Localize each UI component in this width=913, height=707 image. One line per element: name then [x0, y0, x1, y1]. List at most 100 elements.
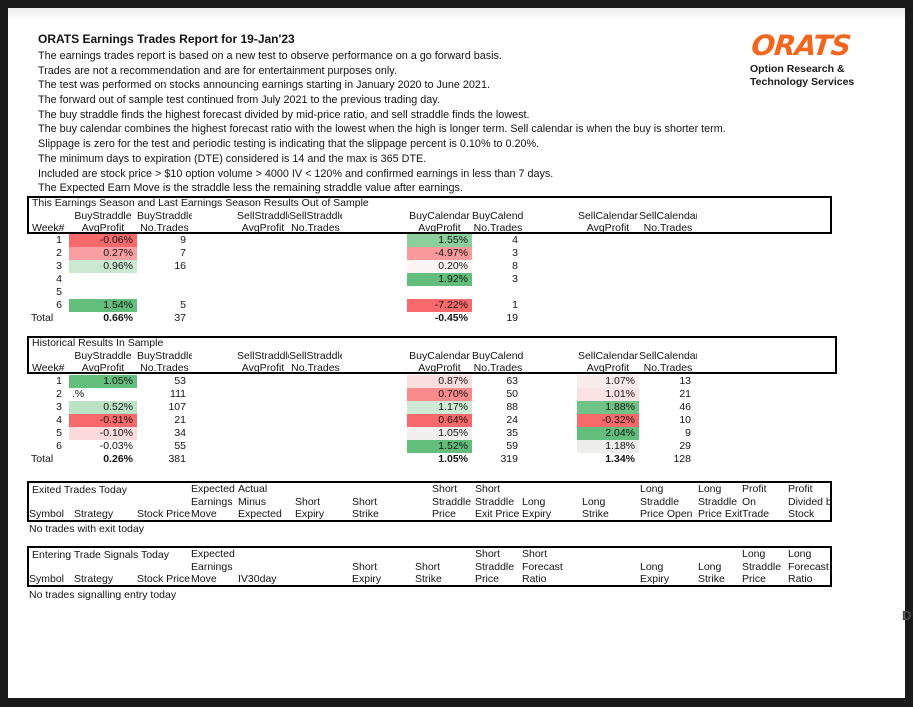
- spacer-cell: [192, 350, 237, 362]
- table-row: 5: [29, 286, 830, 299]
- sellstraddle-notrades-cell: [289, 247, 342, 260]
- column-group: BuyCalendar: [472, 209, 524, 222]
- week-cell: 1: [56, 234, 62, 246]
- spacer-cell: [697, 427, 830, 440]
- column-header-row: Symbol Strategy Stock Price Expected Earn…: [29, 483, 830, 521]
- intro-line: The buy straddle finds the highest forec…: [38, 108, 530, 121]
- spacer-cell: [192, 247, 237, 260]
- logo-tagline-line1: Option Research &: [750, 63, 845, 75]
- column-group: SellStraddle: [289, 349, 342, 362]
- week-cell: 1: [56, 375, 62, 387]
- sellcalendar-notrades-cell: 46: [679, 401, 691, 413]
- sellcalendar-avgprofit-total: [577, 312, 639, 325]
- spacer-cell: [524, 427, 577, 440]
- buycalendar-avgprofit-cell: 1.55%: [407, 234, 472, 247]
- spacer-cell: [342, 414, 407, 427]
- buycalendar-avgprofit-cell: [407, 286, 472, 299]
- spacer-cell: [192, 299, 237, 312]
- buycalendar-avgprofit-cell: 0.70%: [407, 388, 472, 401]
- spacer-cell: [524, 210, 577, 222]
- column-header-short-expiry: Short Expiry: [295, 495, 325, 521]
- column-header: No.Trades: [643, 221, 693, 234]
- page-title: ORATS Earnings Trades Report for 19-Jan'…: [38, 32, 295, 46]
- buycalendar-avgprofit-cell: 0.87%: [407, 375, 472, 388]
- buystraddle-avgprofit-cell: -0.31%: [69, 414, 137, 427]
- spacer-cell: [342, 350, 407, 362]
- column-header-short-straddle-price: Short Straddle Price: [475, 548, 515, 586]
- spacer-cell: [524, 388, 577, 401]
- sellstraddle-avgprofit-total: [237, 312, 289, 325]
- week-cell: 4: [56, 414, 62, 426]
- column-group: SellCalendar: [577, 209, 639, 222]
- spacer-cell: [524, 247, 577, 260]
- buystraddle-notrades-cell: 34: [174, 427, 186, 439]
- sellstraddle-avgprofit-cell: [237, 260, 289, 273]
- spacer-cell: [524, 299, 577, 312]
- sellstraddle-avgprofit-cell: [237, 375, 289, 388]
- spacer-cell: [524, 260, 577, 273]
- sellcalendar-avgprofit-cell: 1.07%: [577, 375, 639, 388]
- buycalendar-notrades-cell: 50: [506, 388, 518, 400]
- column-header-symbol: Symbol: [29, 508, 65, 521]
- sellstraddle-notrades-total: [289, 453, 342, 466]
- buycalendar-notrades-cell: [472, 286, 524, 299]
- sellcalendar-notrades-cell: [639, 234, 697, 247]
- spacer-cell: [192, 273, 237, 286]
- buycalendar-notrades-total: 19: [506, 312, 518, 324]
- sellstraddle-notrades-cell: [289, 286, 342, 299]
- entering-signals-title: Entering Trade Signals Today: [32, 549, 169, 561]
- spacer-cell: [342, 260, 407, 273]
- spacer-cell: [697, 401, 830, 414]
- column-group: SellStraddle: [289, 209, 342, 222]
- spacer-cell: [342, 299, 407, 312]
- sellcalendar-notrades-cell: 21: [679, 388, 691, 400]
- spacer-cell: [697, 414, 830, 427]
- intro-line: The minimum days to expiration (DTE) con…: [38, 152, 427, 165]
- sellcalendar-notrades-cell: [639, 299, 697, 312]
- spacer-cell: [192, 362, 237, 374]
- column-header-short-straddle-price: Short Straddle Price: [432, 483, 472, 521]
- column-header-short-straddle-exit-price: Short Straddle Exit Price: [475, 483, 520, 521]
- spacer-cell: [697, 388, 830, 401]
- column-header: No.Trades: [291, 221, 340, 234]
- column-header-week: Week#: [32, 361, 65, 374]
- spacer-cell: [524, 362, 577, 374]
- buystraddle-notrades-cell: [137, 273, 192, 286]
- intro-line: Included are stock price > $10 option vo…: [38, 167, 554, 180]
- sellcalendar-avgprofit-cell: [577, 273, 639, 286]
- spacer-cell: [192, 388, 237, 401]
- spacer-cell: [192, 453, 237, 466]
- buystraddle-notrades-cell: 16: [174, 260, 186, 272]
- sellcalendar-avgprofit-cell: [577, 260, 639, 273]
- entering-signals-empty-note: No trades signalling entry today: [29, 589, 177, 601]
- sellstraddle-avgprofit-cell: [237, 234, 289, 247]
- spacer-cell: [524, 222, 577, 234]
- buycalendar-avgprofit-total: -0.45%: [434, 312, 468, 324]
- frame-watermark: DV: [902, 608, 913, 623]
- column-header: AvgProfit: [241, 361, 285, 374]
- column-header-expected-earnings-move: Expected Earnings Move: [191, 483, 235, 521]
- spacer-cell: [697, 362, 830, 374]
- buystraddle-notrades-cell: 9: [180, 234, 186, 246]
- column-header: AvgProfit: [418, 221, 461, 234]
- buystraddle-notrades-cell: 5: [180, 299, 186, 311]
- buycalendar-notrades-cell: 88: [506, 401, 518, 413]
- column-header-long-expiry: Long Expiry: [640, 560, 670, 586]
- buystraddle-notrades-cell: 55: [174, 440, 186, 452]
- buycalendar-notrades-cell: 1: [512, 299, 518, 311]
- orats-logo-text: ORATS: [749, 29, 852, 62]
- intro-text: The earnings trades report is based on a…: [38, 49, 726, 211]
- sellcalendar-notrades-cell: 9: [685, 427, 691, 439]
- buystraddle-notrades-cell: 21: [174, 414, 186, 426]
- column-header-strategy: Strategy: [74, 508, 114, 521]
- column-group: SellStraddle: [237, 349, 289, 362]
- spacer-cell: [524, 401, 577, 414]
- exited-trades-box: Exited Trades Today Symbol Strategy Stoc…: [27, 481, 832, 522]
- sellcalendar-notrades-cell: [639, 247, 697, 260]
- column-group: BuyCalendar: [409, 209, 470, 222]
- column-header-long-expiry: Long Expiry: [522, 495, 552, 521]
- total-row: Total 0.66% 37 -0.45% 19: [29, 312, 830, 325]
- spacer-cell: [192, 210, 237, 222]
- column-group: BuyCalendar: [472, 349, 524, 362]
- buycalendar-notrades-cell: 8: [512, 260, 518, 272]
